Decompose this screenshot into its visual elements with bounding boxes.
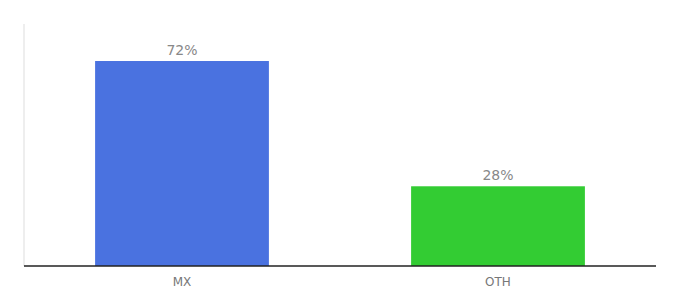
data-label: 28% [482, 167, 513, 183]
chart-container: MX OTH 72% 28% [0, 0, 680, 300]
bar [95, 61, 269, 266]
x-tick-label: OTH [485, 275, 511, 289]
chart-svg: MX OTH 72% 28% [0, 0, 680, 300]
data-label: 72% [166, 42, 197, 58]
plot-area: MX OTH 72% 28% [24, 24, 656, 289]
x-axis-line [24, 265, 656, 267]
bar [411, 186, 585, 266]
y-axis-line [24, 24, 25, 266]
x-tick-label: MX [173, 275, 192, 289]
bars [95, 61, 585, 266]
